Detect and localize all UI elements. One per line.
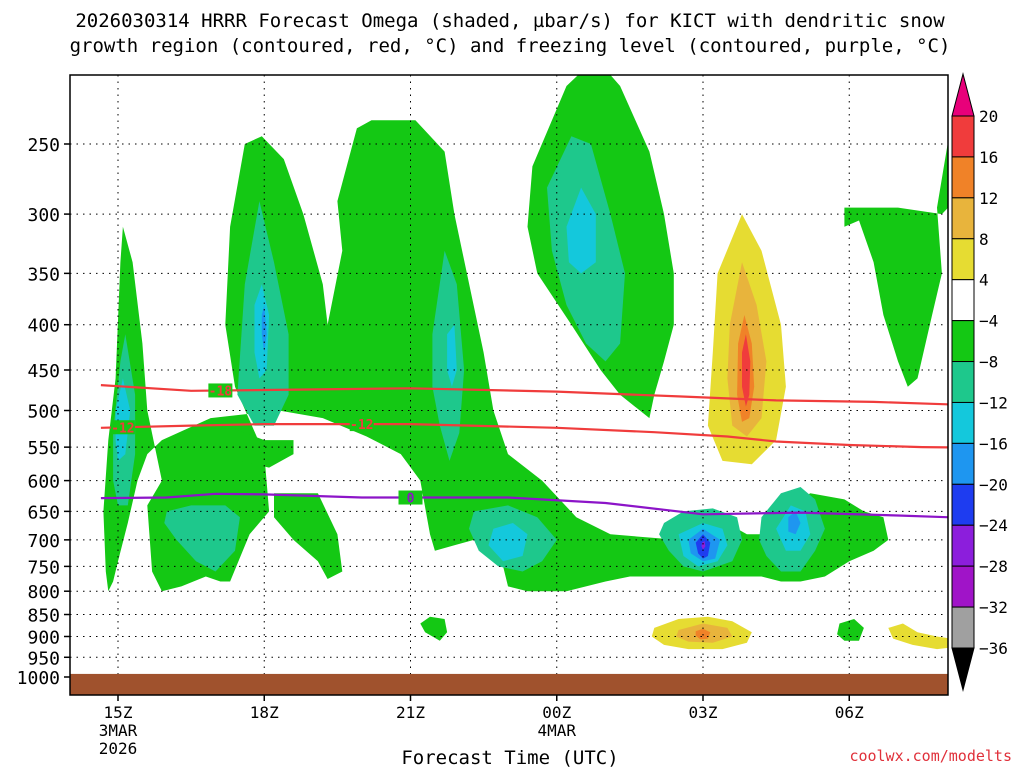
colorbar-band-12 (951, 565, 975, 608)
y-tick-label-400: 400 (27, 316, 60, 337)
colorbar-band-8 (951, 401, 975, 444)
x-tick-label-15Z: 15Z (104, 703, 133, 722)
contour-label-dgz-top-bg (208, 383, 233, 398)
plot-frame (69, 74, 949, 696)
colorbar-band-4 (951, 238, 975, 281)
colorbar-top-arrow (951, 72, 975, 117)
contour-label-freezing-level-bg (398, 490, 423, 505)
omega-region-cyan-16 (115, 378, 131, 461)
omega-region-lightblue-25 (788, 511, 801, 535)
y-tick-label-700: 700 (27, 531, 60, 552)
colorbar: 20 16 12 8 4 −4 −8 −12 −16 −20 −24 −28 −32 −36 (951, 72, 1008, 692)
colorbar-label-13: −36 (979, 639, 1008, 658)
colorbar-label-7: −12 (979, 393, 1008, 412)
colorbar-band-7 (951, 361, 975, 403)
colorbar-band-10 (951, 483, 975, 526)
colorbar-bottom-arrow (951, 647, 975, 692)
temperature-contours: -18 -12 -12 0 (100, 383, 948, 519)
colorbar-label-4: 4 (979, 271, 989, 290)
colorbar-label-6: −8 (979, 353, 998, 372)
chart-title-line2: growth region (contoured, red, °C) and f… (70, 35, 951, 57)
colorbar-label-5: −4 (979, 312, 998, 331)
omega-shaded-regions (103, 75, 948, 650)
contour-dgz-bottom (100, 423, 948, 449)
omega-region-purple-28 (701, 541, 706, 550)
y-tick-label-450: 450 (27, 361, 60, 382)
colorbar-band-6 (951, 320, 975, 363)
colorbar-label-9: −20 (979, 475, 1008, 494)
contour-label-dgz-bottom-bg (110, 420, 135, 435)
colorbar-label-12: −32 (979, 598, 1008, 617)
contour-label2-dgz-bottom: -12 (350, 418, 373, 433)
x-date-label-4MAR: 4MAR (537, 721, 576, 740)
x-tick-label-00Z: 00Z (542, 703, 571, 722)
contour-label-freezing-level: 0 (407, 492, 415, 507)
y-tick-label-650: 650 (27, 502, 60, 523)
omega-region-green-6 (837, 619, 864, 641)
x-tick-label-03Z: 03Z (689, 703, 718, 722)
y-tick-label-600: 600 (27, 472, 60, 493)
omega-region-green-5 (844, 141, 948, 387)
omega-region-cyan-20 (566, 187, 596, 274)
colorbar-band-1 (951, 115, 975, 158)
credit-text: coolwx.com/modelts (849, 747, 1012, 765)
colorbar-label-2: 12 (979, 189, 998, 208)
y-tick-label-550: 550 (27, 438, 60, 459)
contour-label-dgz-bottom: -12 (111, 421, 134, 436)
contour-label-dgz-top: -18 (209, 384, 233, 399)
colorbar-band-2 (951, 156, 975, 199)
omega-region-green-1 (274, 493, 343, 579)
colorbar-band-3 (951, 197, 975, 240)
y-tick-label-950: 950 (27, 648, 60, 669)
x-axis-label: Forecast Time (UTC) (401, 747, 618, 768)
omega-region-cyan-18 (447, 324, 457, 387)
colorbar-label-8: −16 (979, 434, 1008, 453)
colorbar-label-10: −24 (979, 516, 1008, 535)
colorbar-band-11 (951, 524, 975, 567)
pressure-axis: 2503003504004505005506006507007508008509… (17, 135, 70, 689)
y-tick-label-850: 850 (27, 606, 60, 627)
contour-freezing-level (100, 492, 948, 519)
plot-background (70, 75, 948, 695)
contour-label2-dgz-bottom-bg (349, 417, 374, 432)
colorbar-label-11: −28 (979, 557, 1008, 576)
y-tick-label-900: 900 (27, 627, 60, 648)
colorbar-label-0: 20 (979, 107, 998, 126)
y-tick-label-350: 350 (27, 264, 60, 285)
x-tick-label-06Z: 06Z (835, 703, 864, 722)
omega-region-green-0 (103, 120, 889, 592)
omega-region-cyan-19 (488, 523, 528, 562)
colorbar-band-13 (951, 606, 975, 649)
y-tick-label-300: 300 (27, 205, 60, 226)
x-tick-label-18Z: 18Z (250, 703, 279, 722)
colorbar-band-9 (951, 442, 975, 485)
y-tick-label-1000: 1000 (17, 668, 60, 689)
omega-region-green-2 (235, 429, 294, 468)
omega-region-yellow-39 (888, 623, 948, 650)
ground-terrain (70, 673, 948, 695)
y-tick-label-750: 750 (27, 557, 60, 578)
y-tick-label-500: 500 (27, 402, 60, 423)
omega-region-green-3 (420, 616, 448, 641)
chart-title-line1: 2026030314 HRRR Forecast Omega (shaded, … (75, 10, 945, 32)
colorbar-label-3: 8 (979, 230, 989, 249)
x-year-label-2026: 2026 (99, 739, 138, 758)
y-tick-label-800: 800 (27, 582, 60, 603)
x-date-label-3MAR: 3MAR (99, 721, 138, 740)
colorbar-label-1: 16 (979, 148, 998, 167)
omega-region-teal-9 (164, 505, 240, 572)
x-tick-label-21Z: 21Z (396, 703, 425, 722)
colorbar-band-5 (951, 279, 975, 322)
y-tick-label-250: 250 (27, 135, 60, 156)
